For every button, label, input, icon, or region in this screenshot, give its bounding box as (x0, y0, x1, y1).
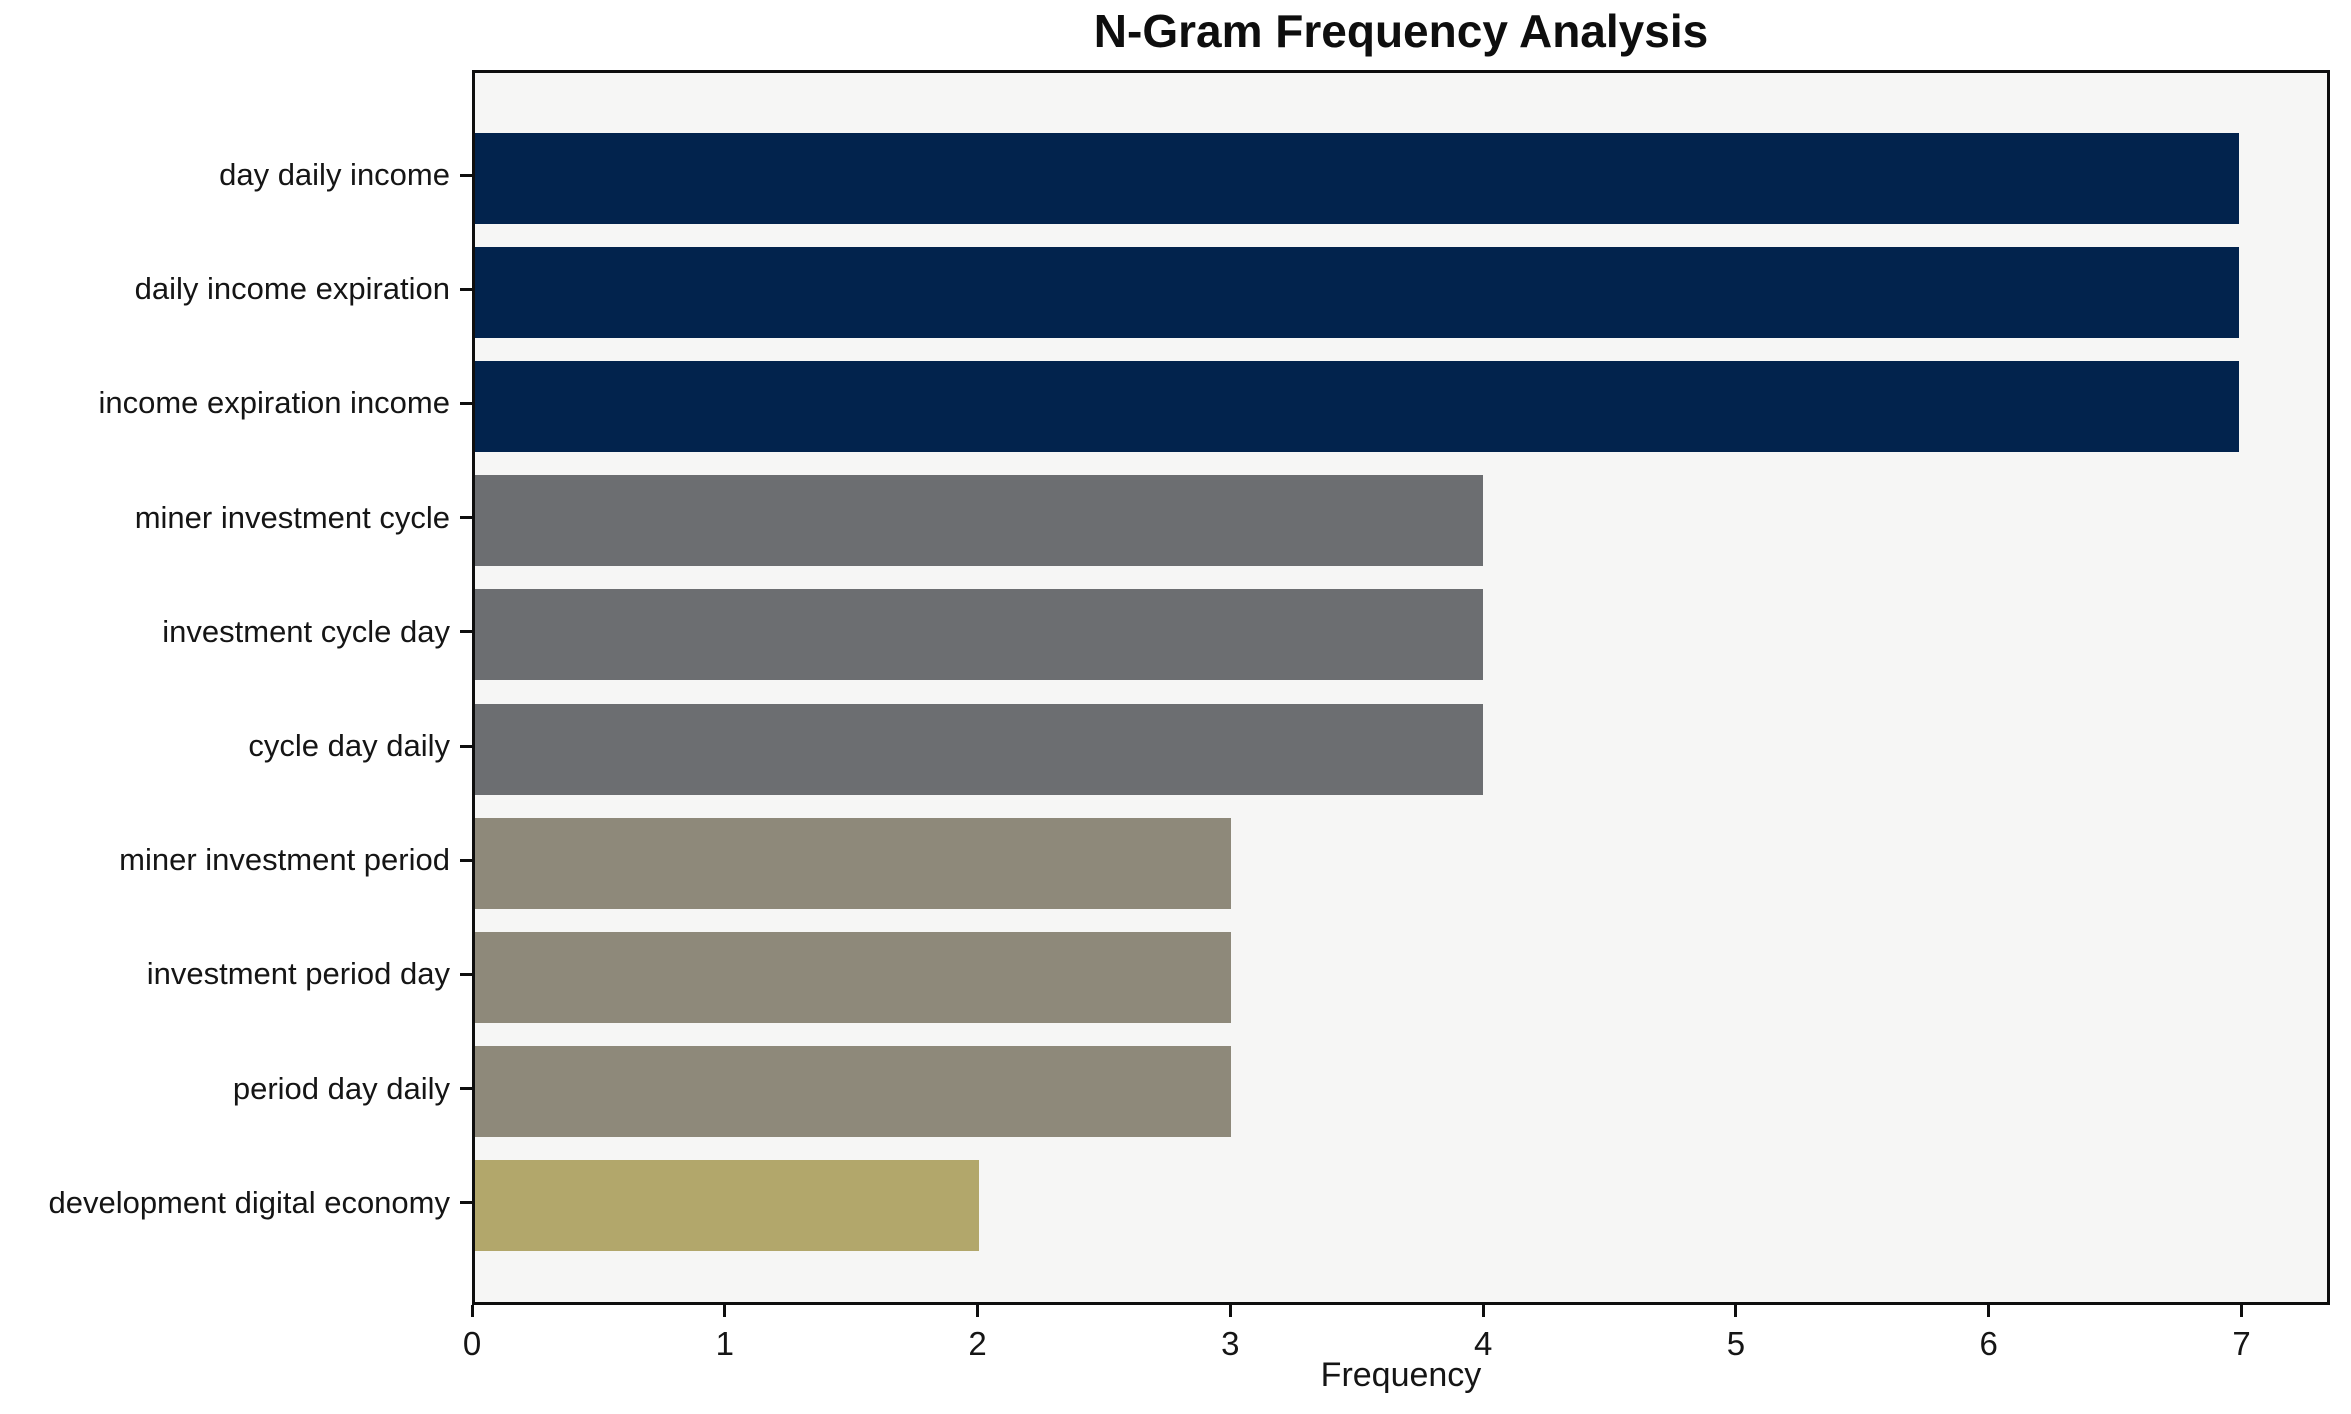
y-tick-label: development digital economy (48, 1184, 450, 1220)
x-tick-mark (976, 1305, 980, 1317)
y-tick-label: miner investment period (119, 842, 450, 878)
plot-area (472, 70, 2330, 1305)
x-tick-label: 2 (968, 1325, 987, 1362)
bar (475, 703, 1483, 795)
x-tick-mark (1481, 1305, 1485, 1317)
y-tick-mark (460, 1201, 472, 1205)
bar (475, 360, 2239, 452)
x-tick-label: 7 (2232, 1325, 2251, 1362)
x-tick-mark (723, 1305, 727, 1317)
y-tick-mark (460, 287, 472, 291)
x-tick-label: 5 (1726, 1325, 1746, 1362)
x-tick-mark (1987, 1305, 1991, 1317)
x-tick-mark (470, 1305, 474, 1317)
x-axis-label: Frequency (1320, 1356, 1482, 1394)
y-tick-label: income expiration income (98, 385, 450, 421)
y-tick-mark (460, 858, 472, 862)
y-tick-label: period day daily (232, 1070, 450, 1106)
y-tick-label: day daily income (219, 157, 450, 192)
bar (475, 132, 2239, 224)
y-tick-label: miner investment cycle (134, 499, 450, 535)
y-tick-mark (460, 173, 472, 177)
y-tick-label: cycle day daily (248, 728, 450, 763)
bar (475, 475, 1483, 567)
y-tick-label: investment cycle day (162, 613, 450, 649)
x-tick-mark (1734, 1305, 1738, 1317)
x-tick-mark (2240, 1305, 2244, 1317)
x-tick-label: 4 (1473, 1325, 1493, 1362)
chart-title: N-Gram Frequency Analysis (1093, 5, 1709, 57)
y-tick-label: daily income expiration (134, 271, 450, 307)
bar (475, 1046, 1231, 1138)
y-tick-mark (460, 516, 472, 520)
x-tick-label: 1 (715, 1325, 734, 1362)
x-tick-label: 3 (1221, 1325, 1240, 1362)
y-tick-mark (460, 972, 472, 976)
x-tick-label: 0 (462, 1325, 482, 1362)
y-tick-mark (460, 630, 472, 634)
y-tick-label: investment period day (146, 956, 450, 992)
bar (475, 817, 1231, 909)
x-tick-label: 6 (1979, 1325, 1998, 1362)
bar (475, 1160, 979, 1252)
bar (475, 931, 1231, 1023)
x-tick-mark (1228, 1305, 1232, 1317)
bar (475, 246, 2239, 338)
y-tick-mark (460, 1087, 472, 1091)
y-tick-mark (460, 744, 472, 748)
y-tick-mark (460, 401, 472, 405)
bar (475, 589, 1483, 681)
